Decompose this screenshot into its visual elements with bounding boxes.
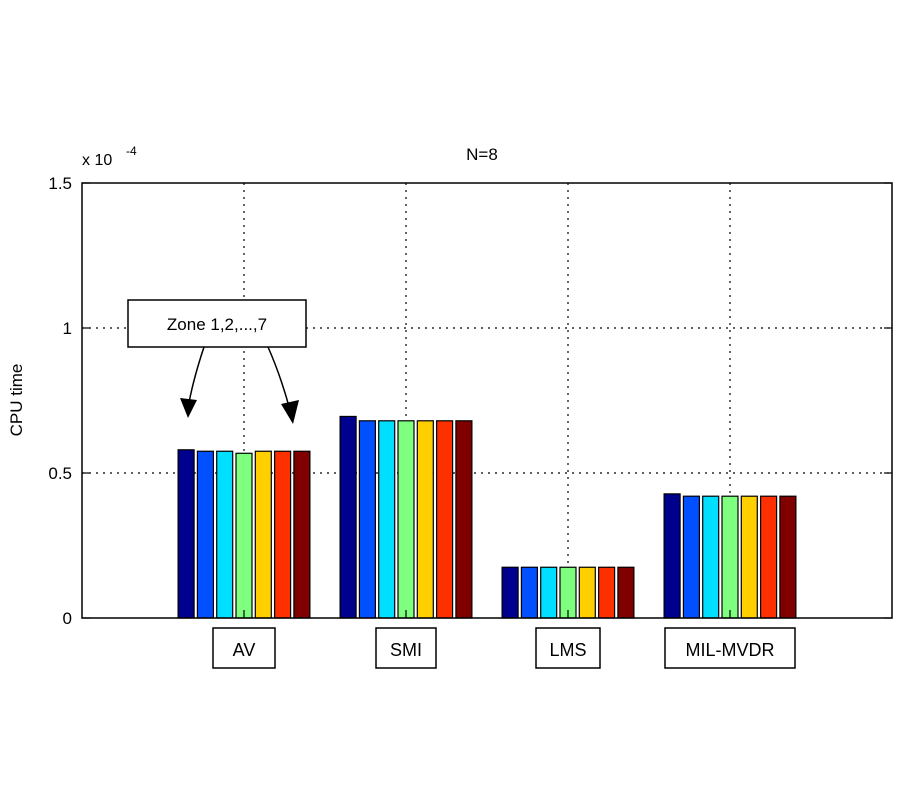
bar — [177, 449, 195, 619]
annotation-arrow-left — [187, 346, 205, 409]
category-label: SMI — [390, 640, 422, 660]
plot-area-frame — [81, 182, 893, 619]
bar — [663, 493, 681, 619]
category-labels: AV SMI LMS MIL-MVDR — [212, 610, 796, 669]
bar — [274, 450, 292, 619]
category-label: AV — [233, 640, 256, 660]
bar — [617, 566, 635, 619]
y-axis-label: CPU time — [7, 364, 26, 437]
bar — [254, 450, 272, 619]
y-tick-label: 0.5 — [48, 464, 72, 483]
bar — [740, 495, 758, 619]
bar — [682, 495, 701, 619]
bar — [501, 566, 519, 619]
bar — [436, 420, 454, 619]
bar — [702, 495, 720, 619]
y-multiplier-exponent: -4 — [126, 144, 137, 158]
bar — [520, 566, 539, 619]
annotation-box — [127, 299, 307, 348]
y-multiplier: x 10 -4 — [82, 144, 137, 169]
annotation-arrow-right — [267, 346, 291, 411]
category-label: MIL-MVDR — [686, 640, 775, 660]
bar — [578, 566, 596, 619]
chart-title: N=8 — [466, 145, 498, 164]
annotation-arrowhead-left — [180, 398, 197, 418]
category-label: LMS — [549, 640, 586, 660]
category-label-box — [212, 627, 276, 669]
category-label-box — [535, 627, 601, 669]
bar — [721, 495, 739, 619]
bar — [540, 566, 558, 619]
y-tick-label: 1.5 — [48, 174, 72, 193]
annotation-arrowhead-right — [281, 400, 299, 424]
category-label-box — [375, 627, 437, 669]
y-tick-label: 1 — [63, 319, 72, 338]
category-label-box — [664, 627, 796, 669]
bar — [196, 450, 214, 619]
bar — [416, 420, 434, 619]
bar — [293, 450, 311, 619]
bar — [597, 566, 616, 619]
y-ticks: 0 0.5 1 1.5 — [48, 174, 892, 628]
bar — [358, 420, 376, 619]
bar — [397, 420, 415, 619]
bar — [455, 420, 473, 619]
annotation-text: Zone 1,2,...,7 — [167, 315, 267, 334]
bar — [339, 415, 357, 619]
bar — [235, 452, 253, 619]
bar — [378, 420, 396, 619]
bars — [177, 415, 797, 619]
bar — [759, 495, 778, 619]
zone-annotation: Zone 1,2,...,7 — [127, 299, 307, 424]
bar — [779, 495, 797, 619]
y-tick-label: 0 — [63, 609, 72, 628]
bar — [216, 450, 234, 619]
y-multiplier-base: x 10 — [82, 152, 112, 169]
